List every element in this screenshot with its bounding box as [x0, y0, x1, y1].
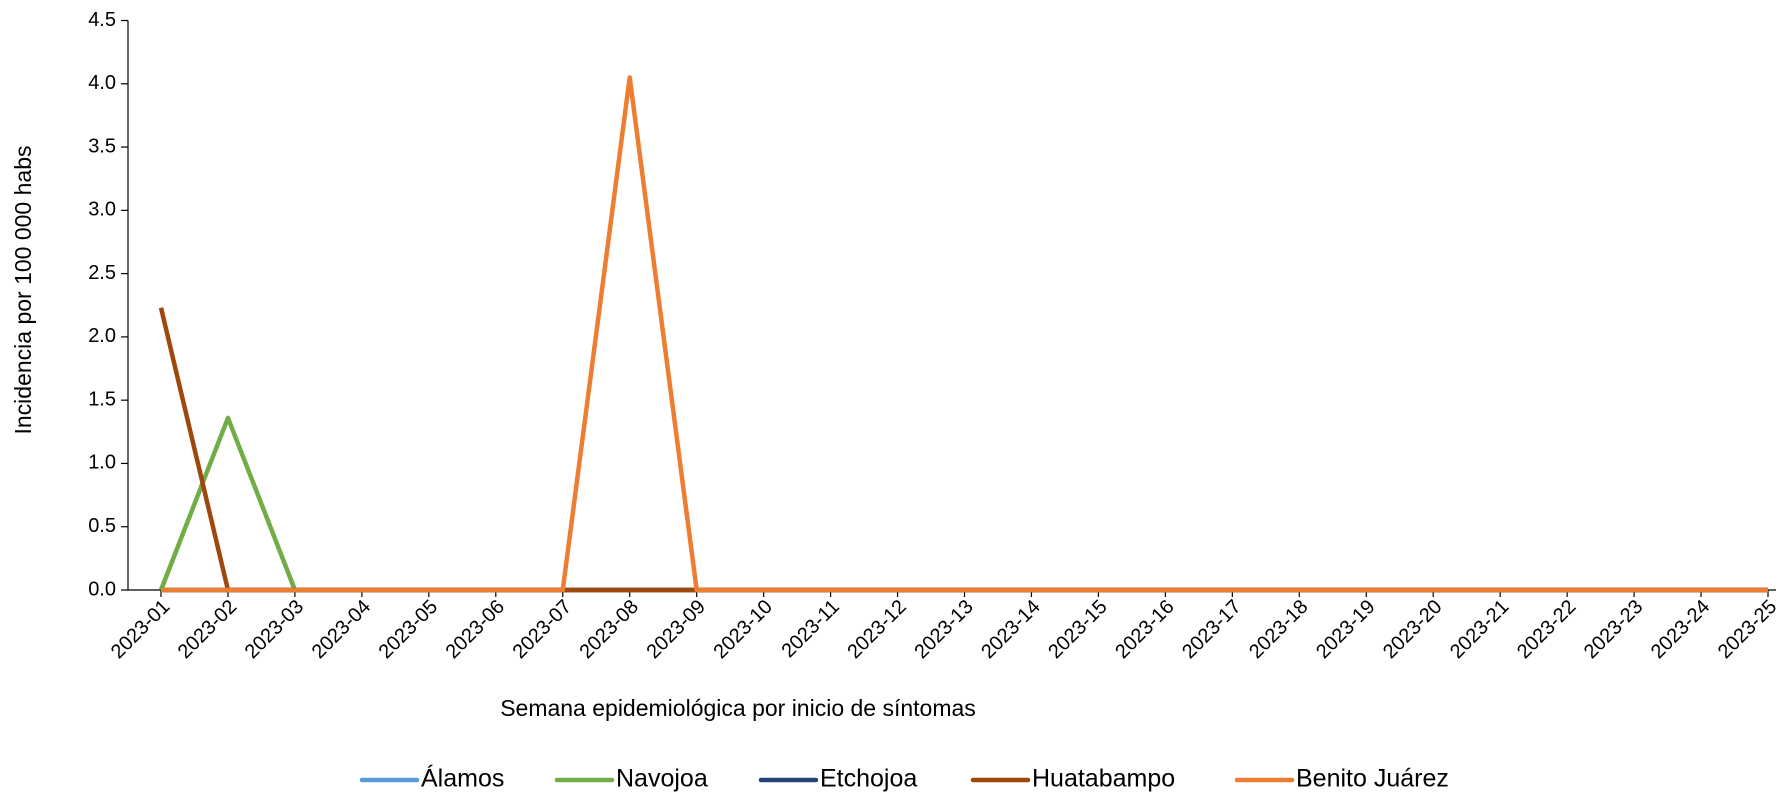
- x-tick-label: 2023-01: [107, 596, 174, 663]
- legend-label: Benito Juárez: [1296, 765, 1449, 793]
- y-axis-title: Incidencia por 100 000 habs: [10, 146, 36, 435]
- y-tick-label: 2.5: [88, 262, 116, 284]
- y-tick-label: 4.0: [88, 72, 116, 94]
- x-tick-label: 2023-24: [1647, 596, 1714, 663]
- x-tick-label: 2023-08: [576, 596, 643, 663]
- y-tick-label: 1.0: [88, 452, 116, 474]
- y-tick-label: 3.0: [88, 199, 116, 221]
- x-tick-label: 2023-12: [843, 596, 910, 663]
- x-tick-label: 2023-23: [1580, 596, 1647, 663]
- y-tick-label: 3.5: [88, 135, 116, 157]
- x-tick-label: 2023-18: [1245, 596, 1312, 663]
- x-tick-label: 2023-05: [375, 596, 442, 663]
- x-tick-label: 2023-15: [1044, 596, 1111, 663]
- x-tick-label: 2023-16: [1111, 596, 1178, 663]
- legend-label: Huatabampo: [1032, 765, 1175, 793]
- x-tick-label: 2023-13: [910, 596, 977, 663]
- x-axis-title: Semana epidemiológica por inicio de sínt…: [500, 695, 976, 721]
- x-tick-label: 2023-03: [241, 596, 308, 663]
- series-line: [158, 307, 1768, 593]
- x-tick-label: 2023-07: [509, 596, 576, 663]
- x-tick-label: 2023-02: [174, 596, 241, 663]
- y-tick-label: 0.0: [88, 578, 116, 600]
- legend-label: Etchojoa: [820, 765, 917, 793]
- y-tick-label: 0.5: [88, 515, 116, 537]
- x-tick-label: 2023-04: [308, 596, 375, 663]
- y-tick-label: 4.5: [88, 9, 116, 31]
- x-tick-label: 2023-21: [1446, 596, 1513, 663]
- x-tick-label: 2023-10: [709, 596, 776, 663]
- x-tick-label: 2023-19: [1312, 596, 1379, 663]
- x-tick-label: 2023-06: [442, 596, 509, 663]
- x-tick-label: 2023-20: [1379, 596, 1446, 663]
- legend-label: Álamos: [421, 764, 504, 793]
- x-tick-label: 2023-22: [1513, 596, 1580, 663]
- x-tick-label: 2023-17: [1178, 596, 1245, 663]
- x-tick-label: 2023-14: [977, 596, 1044, 663]
- legend-label: Navojoa: [616, 765, 708, 793]
- y-tick-label: 1.5: [88, 388, 116, 410]
- x-tick-label: 2023-25: [1714, 596, 1781, 663]
- x-tick-label: 2023-11: [777, 596, 843, 662]
- series-line: [158, 415, 1768, 593]
- series-line: [161, 75, 1768, 593]
- y-tick-label: 2.0: [88, 325, 116, 347]
- x-tick-label: 2023-09: [642, 596, 709, 663]
